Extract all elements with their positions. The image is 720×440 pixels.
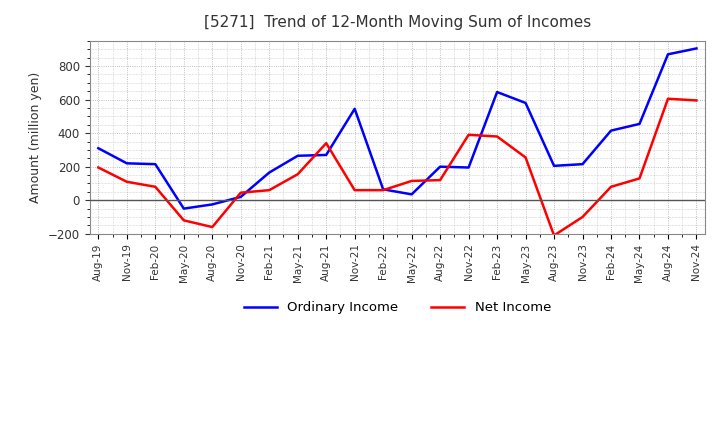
Ordinary Income xyxy=(464,165,473,170)
Net Income xyxy=(208,224,217,230)
Ordinary Income xyxy=(122,161,131,166)
Net Income xyxy=(265,187,274,193)
Y-axis label: Amount (million yen): Amount (million yen) xyxy=(30,72,42,203)
Line: Ordinary Income: Ordinary Income xyxy=(99,48,696,209)
Ordinary Income xyxy=(322,152,330,158)
Ordinary Income xyxy=(208,202,217,207)
Ordinary Income xyxy=(492,89,501,95)
Ordinary Income xyxy=(351,106,359,111)
Net Income xyxy=(179,218,188,223)
Ordinary Income xyxy=(151,161,160,167)
Net Income xyxy=(492,134,501,139)
Title: [5271]  Trend of 12-Month Moving Sum of Incomes: [5271] Trend of 12-Month Moving Sum of I… xyxy=(204,15,591,30)
Net Income xyxy=(664,96,672,101)
Ordinary Income xyxy=(236,194,245,199)
Ordinary Income xyxy=(521,100,530,106)
Ordinary Income xyxy=(293,153,302,158)
Ordinary Income xyxy=(408,192,416,197)
Ordinary Income xyxy=(607,128,616,133)
Net Income xyxy=(464,132,473,137)
Net Income xyxy=(379,187,387,193)
Net Income xyxy=(635,176,644,181)
Net Income xyxy=(408,178,416,183)
Net Income xyxy=(521,155,530,160)
Legend: Ordinary Income, Net Income: Ordinary Income, Net Income xyxy=(238,296,557,320)
Net Income xyxy=(436,177,444,183)
Ordinary Income xyxy=(179,206,188,211)
Net Income xyxy=(151,184,160,190)
Ordinary Income xyxy=(94,146,103,151)
Net Income xyxy=(122,179,131,184)
Net Income xyxy=(94,165,103,170)
Net Income xyxy=(607,184,616,190)
Ordinary Income xyxy=(578,161,587,167)
Net Income xyxy=(550,233,559,238)
Net Income xyxy=(322,140,330,146)
Net Income xyxy=(692,98,701,103)
Ordinary Income xyxy=(635,121,644,127)
Net Income xyxy=(236,190,245,195)
Ordinary Income xyxy=(265,170,274,175)
Ordinary Income xyxy=(664,51,672,57)
Ordinary Income xyxy=(550,163,559,169)
Net Income xyxy=(293,172,302,177)
Ordinary Income xyxy=(436,164,444,169)
Net Income xyxy=(351,187,359,193)
Net Income xyxy=(578,214,587,220)
Ordinary Income xyxy=(692,46,701,51)
Line: Net Income: Net Income xyxy=(99,99,696,235)
Ordinary Income xyxy=(379,187,387,192)
